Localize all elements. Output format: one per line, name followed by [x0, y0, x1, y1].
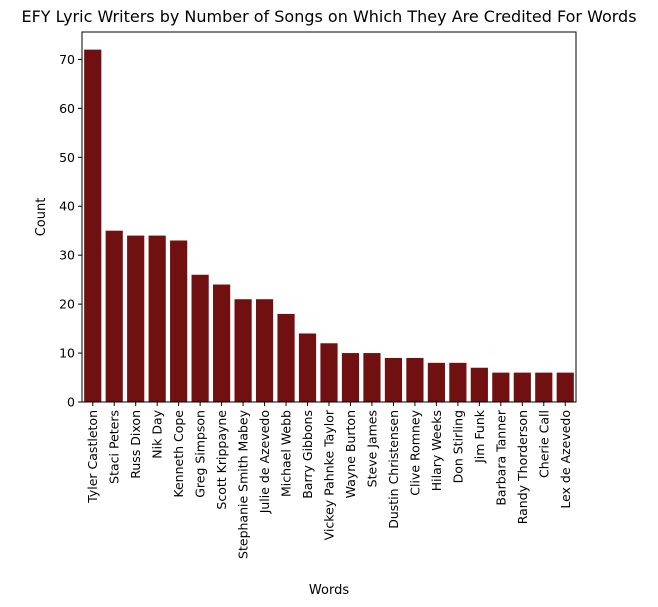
y-tick-label: 50 — [59, 150, 75, 165]
bar — [406, 357, 424, 402]
bar — [277, 313, 295, 402]
x-tick-label: Staci Peters — [107, 410, 122, 484]
bar — [363, 353, 381, 402]
x-tick-label: Greg Simpson — [193, 410, 208, 498]
y-tick-label: 40 — [59, 199, 75, 214]
bar — [298, 333, 317, 402]
y-tick-label: 60 — [59, 101, 75, 116]
x-tick-label: Vickey Pahnke Taylor — [322, 409, 337, 540]
x-tick-label: Randy Thorderson — [515, 410, 530, 524]
x-tick-label: Dustin Christensen — [386, 410, 401, 529]
bar — [470, 367, 488, 402]
y-tick-label: 20 — [59, 297, 75, 312]
x-tick-label: Tyler Castleton — [85, 410, 100, 504]
bar — [492, 372, 510, 402]
x-tick-label: Barry Gibbons — [300, 410, 315, 499]
bar — [170, 240, 188, 402]
y-tick-label: 30 — [59, 248, 75, 263]
x-tick-label: Nik Day — [150, 409, 165, 458]
bar — [535, 372, 553, 402]
bar — [255, 299, 274, 402]
x-tick-label: Stephanie Smith Mabey — [236, 409, 251, 559]
x-tick-label: Steve James — [364, 410, 379, 487]
x-tick-label: Lex de Azevedo — [558, 410, 573, 509]
bar — [191, 274, 209, 402]
x-tick-label: Kenneth Cope — [171, 410, 186, 498]
x-tick-label: Clive Romney — [407, 409, 422, 495]
bar — [556, 372, 574, 402]
x-tick-label: Hilary Weeks — [429, 410, 444, 491]
bar — [84, 49, 102, 402]
bar — [234, 299, 252, 402]
x-tick-label: Michael Webb — [279, 410, 294, 497]
x-tick-label: Barbara Tanner — [493, 409, 508, 506]
y-tick-label: 10 — [59, 346, 75, 361]
bars-layer — [84, 49, 574, 402]
bar — [341, 353, 360, 402]
x-tick-label: Russ Dixon — [128, 410, 143, 479]
bar — [213, 284, 231, 402]
y-tick-label: 0 — [67, 395, 75, 410]
x-tick-label: Wayne Burton — [343, 410, 358, 498]
bar — [148, 235, 166, 402]
plot-frame — [81, 31, 577, 403]
x-tick-label: Scott Krippayne — [214, 410, 229, 510]
bar — [513, 372, 531, 402]
bar — [384, 357, 403, 402]
bar — [105, 230, 123, 402]
y-axis-label: Count — [34, 198, 49, 237]
chart-title: EFY Lyric Writers by Number of Songs on … — [21, 7, 637, 26]
y-tick-label: 70 — [59, 52, 75, 67]
x-axis: Tyler Castleton Staci Peters Russ Dixon Nik… — [85, 402, 573, 559]
bar — [320, 343, 338, 402]
x-tick-label: Julie de Azevedo — [257, 410, 272, 514]
bar — [127, 235, 145, 402]
x-tick-label: Don Stirling — [450, 410, 465, 483]
y-axis: 0 10 20 30 40 50 60 70 — [59, 52, 82, 410]
x-axis-label: Words — [309, 583, 349, 598]
x-tick-label: Cherie Call — [536, 410, 551, 478]
bar — [449, 362, 467, 402]
x-tick-label: Jim Funk — [472, 409, 487, 464]
bar — [427, 362, 445, 402]
